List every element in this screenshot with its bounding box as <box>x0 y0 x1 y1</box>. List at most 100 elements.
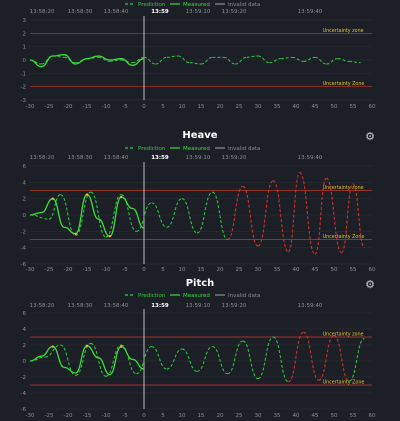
x-tick-label: -20 <box>64 267 73 273</box>
prediction-line-segment <box>120 194 137 232</box>
prediction-line-segment <box>136 202 152 232</box>
prediction-line-segment <box>280 56 293 60</box>
x-tick-label: 15 <box>198 104 205 110</box>
x-tick-label: -10 <box>102 413 111 419</box>
y-tick-label: 2 <box>23 197 27 203</box>
prediction-line-segment <box>326 58 338 65</box>
prediction-line-segment <box>242 340 259 380</box>
prediction-line-segment <box>287 172 301 253</box>
x-tick-label: 0 <box>142 104 146 110</box>
y-tick-label: -6 <box>21 262 27 268</box>
x-tick-label: -5 <box>122 104 128 110</box>
y-tick-label: -3 <box>21 98 27 104</box>
x-tick-label: 20 <box>217 267 224 273</box>
x-tick-label: 50 <box>331 267 338 273</box>
x-tick-label: -25 <box>45 267 54 273</box>
x-tick-label: 5 <box>161 104 165 110</box>
heave-panel: Heave ⚙ Prediction Measured Invalid data 13… <box>0 128 400 273</box>
prediction-line-segment <box>257 180 274 247</box>
x-tick-label: -5 <box>122 413 128 419</box>
measured-peak-marker <box>85 344 89 347</box>
y-tick-label: 0 <box>23 359 27 365</box>
time-tick-label: 13:58:40 <box>104 9 129 15</box>
y-tick-label: -1 <box>21 71 26 77</box>
x-tick-label: 40 <box>293 413 300 419</box>
uncertainty-zone-label: Uncertainty zone <box>323 185 364 191</box>
x-tick-label: -30 <box>26 104 35 110</box>
y-tick-label: 0 <box>23 58 27 64</box>
time-tick-label: 13:59:10 <box>186 9 211 15</box>
x-tick-label: 20 <box>217 104 224 110</box>
legend-invalid-label: Invalid data <box>228 293 260 299</box>
measured-peak-marker <box>108 235 112 238</box>
x-tick-label: 0 <box>142 267 146 273</box>
x-tick-label: 10 <box>179 267 186 273</box>
x-tick-label: 60 <box>369 104 376 110</box>
prediction-line-segment <box>246 55 259 58</box>
prediction-line-segment <box>155 56 167 65</box>
x-tick-label: 5 <box>161 413 165 419</box>
x-tick-label: 60 <box>369 267 376 273</box>
x-tick-label: -30 <box>26 413 35 419</box>
x-tick-label: 30 <box>255 267 262 273</box>
pitch-settings-gear-icon[interactable]: ⚙ <box>365 278 375 291</box>
prediction-line-segment <box>29 214 50 220</box>
x-tick-label: 10 <box>179 413 186 419</box>
x-tick-label: -10 <box>102 104 111 110</box>
measured-peak-marker <box>74 232 77 235</box>
time-tick-label: 13:59:10 <box>186 303 211 309</box>
y-tick-label: 0 <box>23 213 27 219</box>
time-tick-label: 13:58:20 <box>30 9 55 15</box>
prediction-line-segment <box>45 344 61 358</box>
x-tick-label: 35 <box>274 267 281 273</box>
time-tick-label: 13:58:30 <box>68 155 93 161</box>
prediction-line-segment <box>303 331 320 381</box>
y-tick-label: 2 <box>23 31 27 37</box>
prediction-line-segment <box>257 336 274 380</box>
x-tick-label: 60 <box>369 413 376 419</box>
time-tick-label: 13:59:20 <box>222 303 247 309</box>
measured-line <box>29 54 145 68</box>
x-tick-label: -30 <box>26 267 35 273</box>
x-tick-label: 45 <box>312 267 319 273</box>
time-tick-label: 13:59:40 <box>298 9 323 15</box>
measured-peak-marker <box>85 193 89 196</box>
prediction-line-segment <box>211 191 229 240</box>
x-tick-label: 35 <box>274 413 281 419</box>
prediction-line-segment <box>227 185 244 240</box>
prediction-line-segment <box>349 60 361 64</box>
prediction-line-segment <box>341 183 354 254</box>
prediction-line-segment <box>60 344 76 376</box>
prediction-line-segment <box>272 180 289 253</box>
uncertainty-zone-label: Uncertainty Zone <box>323 380 365 386</box>
x-tick-label: 35 <box>274 104 281 110</box>
x-tick-label: 45 <box>312 413 319 419</box>
x-tick-label: 55 <box>350 267 357 273</box>
x-tick-label: 25 <box>236 267 243 273</box>
prediction-line-segment <box>348 338 365 382</box>
prediction-line-segment <box>269 58 281 64</box>
prediction-line-segment <box>75 191 92 236</box>
legend-prediction-label: Prediction <box>138 146 166 152</box>
legend-measured-label: Measured <box>183 2 210 8</box>
y-tick-label: -2 <box>21 375 26 381</box>
prediction-line-segment <box>178 55 190 64</box>
y-tick-label: 1 <box>23 45 27 51</box>
prediction-line-segment <box>227 340 244 375</box>
heave-settings-gear-icon[interactable]: ⚙ <box>365 130 375 143</box>
prediction-line-segment <box>181 198 198 234</box>
x-tick-label: 20 <box>217 413 224 419</box>
prediction-line-segment <box>98 56 110 62</box>
measured-line <box>29 193 145 237</box>
x-tick-label: 15 <box>198 267 205 273</box>
x-tick-label: -15 <box>83 104 92 110</box>
y-tick-label: 4 <box>23 327 27 333</box>
prediction-line-segment <box>292 56 304 62</box>
prediction-line-segment <box>132 56 145 64</box>
prediction-line-segment <box>235 56 247 65</box>
x-tick-label: 50 <box>331 413 338 419</box>
prediction-line-segment <box>151 346 167 370</box>
y-tick-label: 3 <box>23 18 27 24</box>
prediction-line-segment <box>196 191 213 234</box>
